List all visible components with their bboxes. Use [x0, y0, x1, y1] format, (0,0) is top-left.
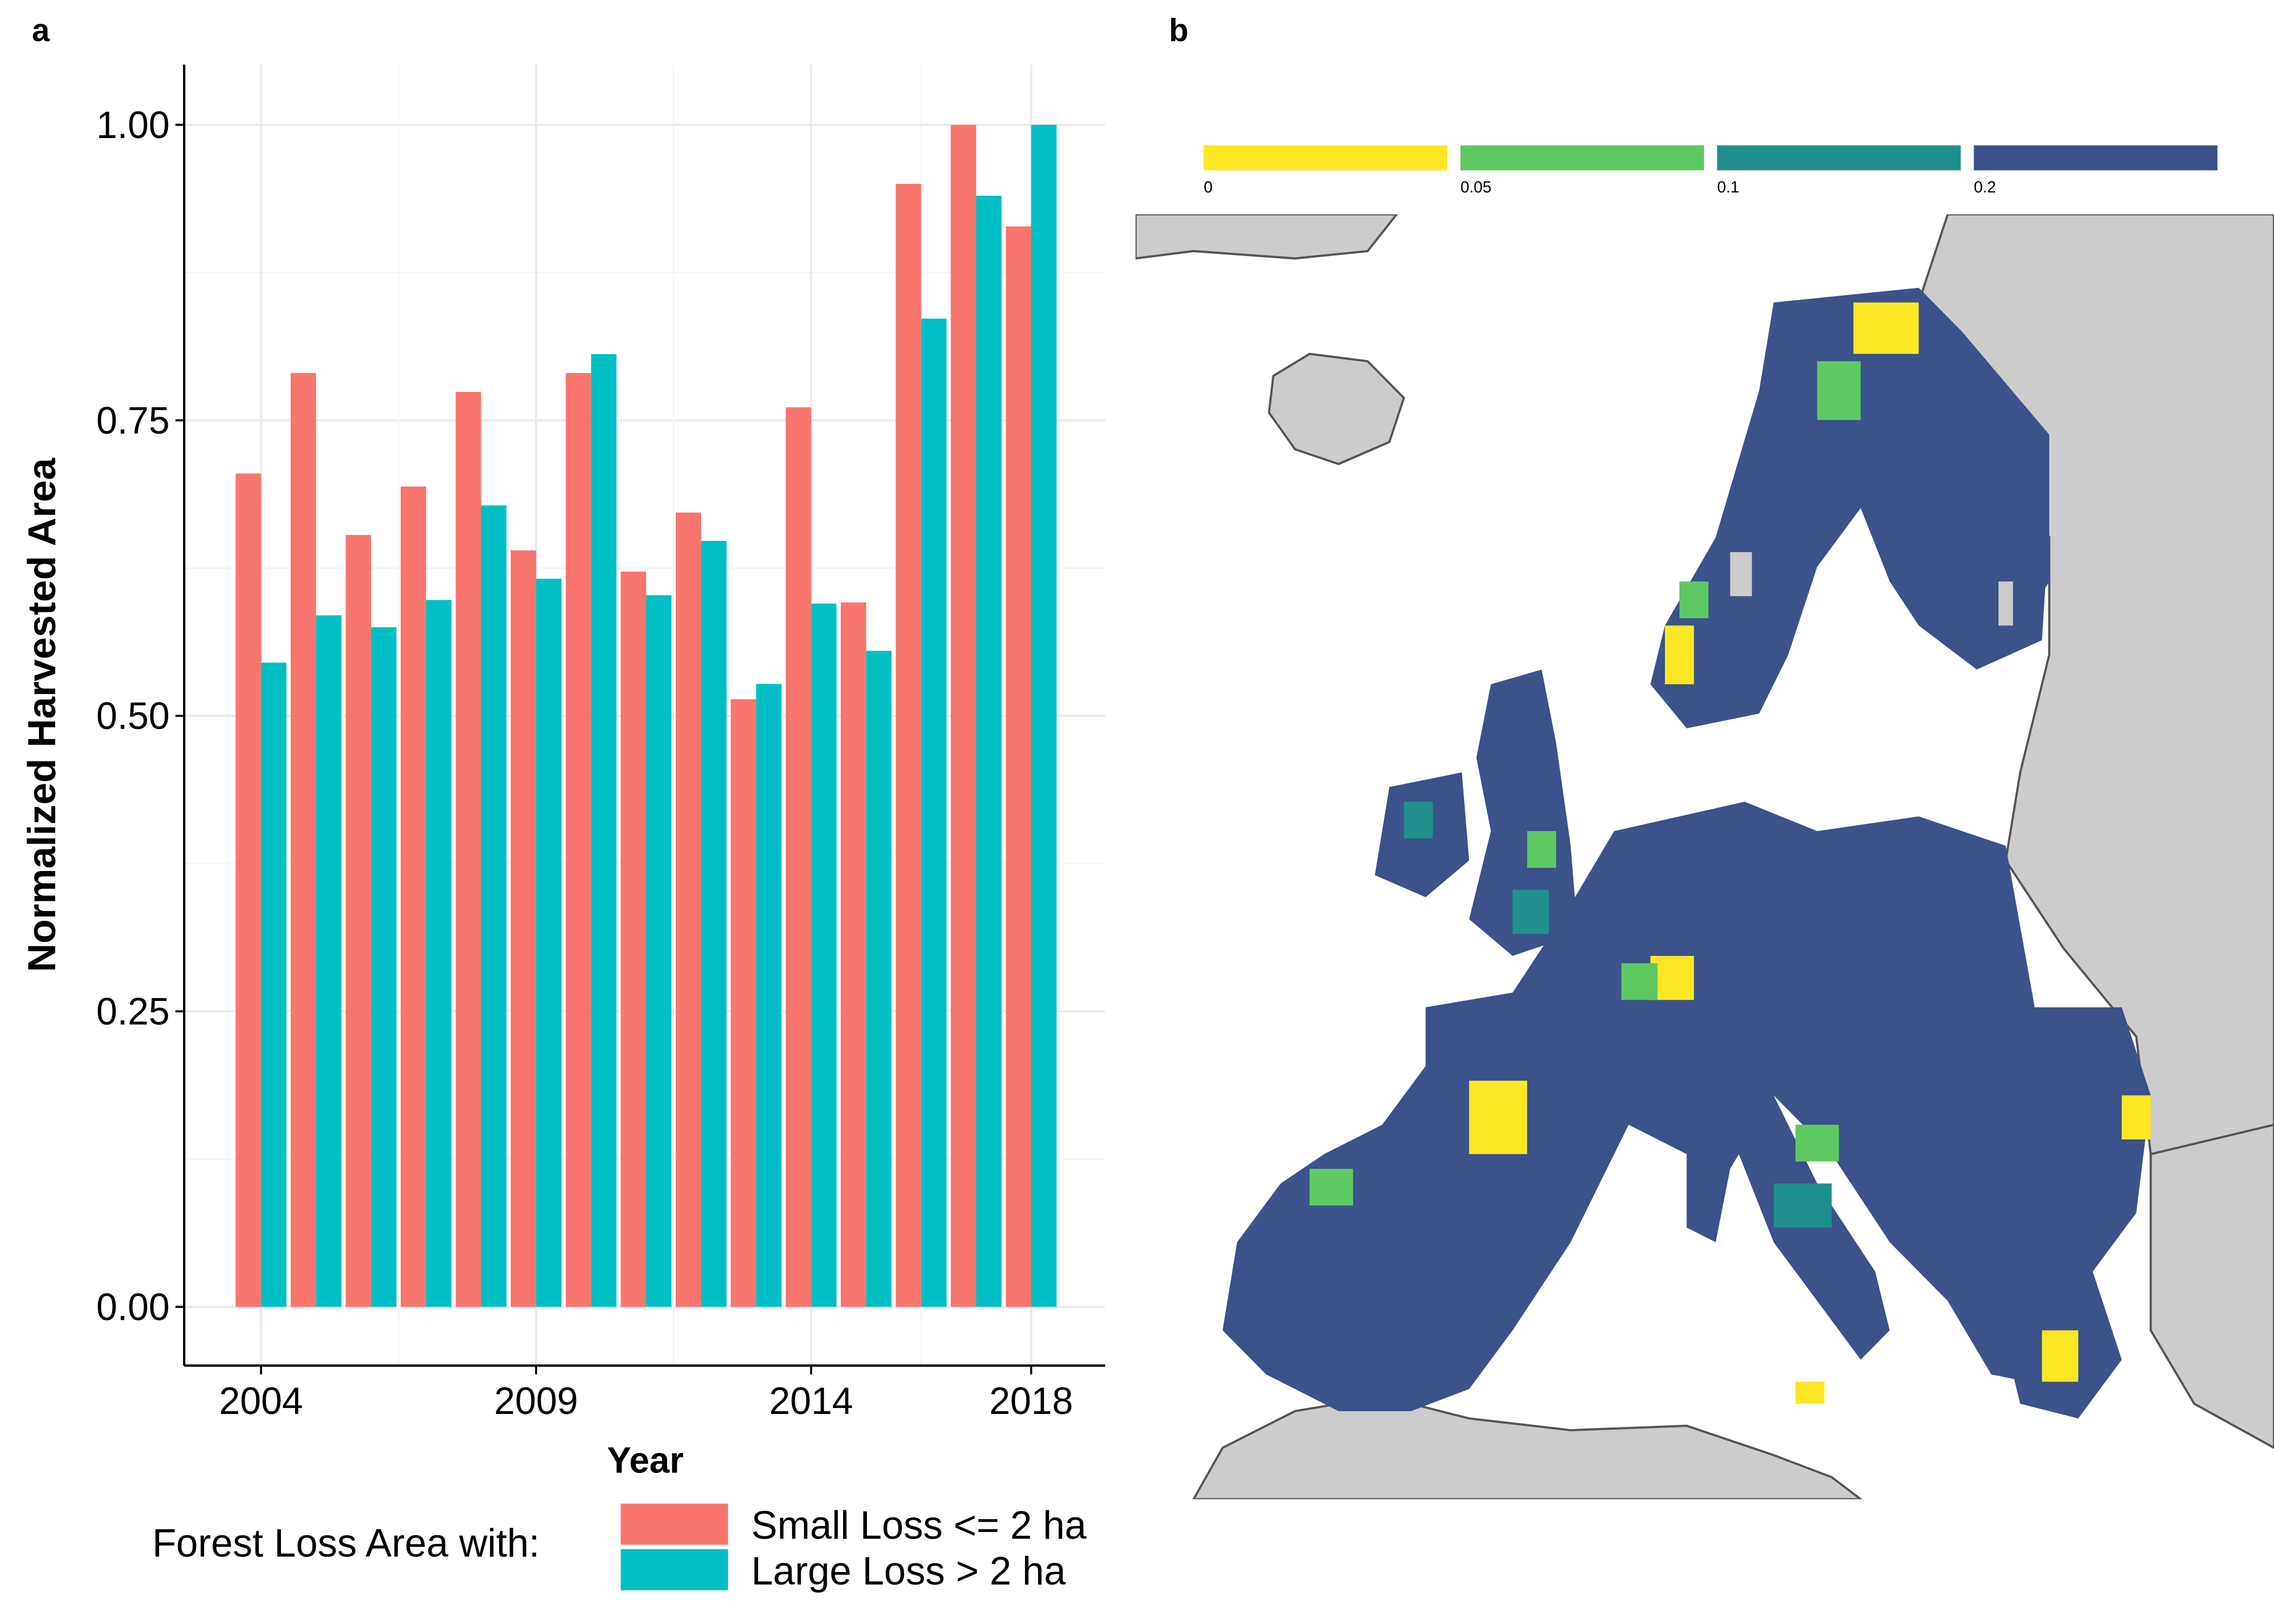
patch-yellow-nordic	[1853, 302, 1919, 354]
y-tick-label: 0.50	[96, 695, 170, 737]
colorbar-segment-3	[1974, 145, 2218, 171]
legend-key-small-loss	[620, 1503, 728, 1545]
y-tick-label: 0.00	[96, 1286, 170, 1328]
bar-small-loss-2004	[236, 473, 262, 1307]
y-tick-label: 1.00	[96, 104, 170, 146]
bar-small-loss-2008	[455, 392, 481, 1307]
patch-teal-uk	[1512, 889, 1549, 934]
bar-small-loss-2009	[511, 550, 537, 1307]
bar-small-loss-2018	[1005, 226, 1031, 1307]
bar-large-loss-2005	[316, 615, 342, 1307]
x-tick-label: 2009	[494, 1380, 578, 1422]
patch-yellow-balkan	[2121, 1095, 2151, 1140]
land-turkey	[2149, 1123, 2274, 1449]
land-uk	[1469, 669, 1578, 956]
bar-small-loss-2010	[565, 373, 591, 1307]
colorbar-label-0: 0	[1204, 179, 1213, 197]
y-axis-title: Normalized Harvested Area	[20, 458, 63, 972]
patch-green-spain	[1309, 1169, 1354, 1206]
bar-large-loss-2008	[481, 505, 507, 1307]
bar-small-loss-2013	[730, 699, 756, 1307]
panel-a-label: a	[31, 11, 50, 49]
patch-green-uk	[1527, 831, 1557, 868]
bar-large-loss-2011	[646, 595, 672, 1307]
patch-yellow-greece	[2042, 1330, 2079, 1382]
bar-small-loss-2006	[345, 535, 371, 1307]
bar-large-loss-2010	[591, 354, 617, 1307]
patch-green-germany	[1621, 963, 1658, 1000]
bar-small-loss-2007	[401, 486, 426, 1307]
patch-yellow-france	[1469, 1081, 1527, 1155]
land-africa	[1192, 1395, 1863, 1499]
bar-large-loss-2006	[371, 627, 397, 1307]
legend-key-large-loss	[620, 1549, 728, 1590]
patch-green-italy	[1795, 1124, 1839, 1162]
colorbar-label-1: 0.05	[1460, 179, 1492, 197]
bar-large-loss-2014	[811, 603, 837, 1307]
patch-teal-ireland	[1403, 802, 1433, 839]
patch-yellow-sicily	[1795, 1381, 1825, 1404]
land-svalbard-north	[1135, 214, 1399, 260]
panel-b-label: b	[1168, 11, 1188, 49]
colorbar-segment-1	[1460, 145, 1704, 171]
y-tick-label: 0.25	[96, 990, 170, 1032]
patch-grey-sweden	[1730, 552, 1752, 597]
bar-large-loss-2007	[426, 600, 452, 1307]
bar-small-loss-2011	[620, 571, 646, 1307]
colorbar-label-2: 0.1	[1717, 179, 1740, 197]
bar-large-loss-2017	[976, 195, 1002, 1307]
bar-small-loss-2015	[840, 602, 866, 1307]
patch-green-nordic	[1817, 361, 1861, 420]
land-iceland	[1267, 352, 1406, 466]
patch-teal-italy	[1773, 1183, 1832, 1228]
axis-layer: 0.00 0.25 0.50 0.75 1.00 2004 2009 2014 2018	[96, 64, 1106, 1422]
bar-small-loss-2014	[786, 407, 812, 1307]
colorbar-segment-0	[1204, 145, 1448, 171]
patch-yellow-norway	[1665, 625, 1694, 685]
y-tick-label: 0.75	[96, 399, 170, 441]
bar-large-loss-2004	[261, 663, 287, 1307]
bar-large-loss-2015	[866, 651, 892, 1307]
bar-layer	[236, 125, 1057, 1307]
bar-large-loss-2016	[921, 318, 947, 1307]
x-tick-label: 2004	[219, 1380, 303, 1422]
land-continent	[1223, 802, 2151, 1411]
patch-green-norway	[1679, 581, 1709, 618]
bar-large-loss-2018	[1031, 125, 1057, 1307]
bar-large-loss-2009	[536, 579, 562, 1307]
patch-grey-finland	[1998, 581, 2013, 626]
legend-label-small-loss: Small Loss <= 2 ha	[751, 1503, 1087, 1548]
bar-small-loss-2005	[290, 373, 316, 1307]
europe-map	[1135, 214, 2274, 1499]
bar-large-loss-2013	[756, 684, 782, 1307]
colorbar-label-3: 0.2	[1974, 179, 1996, 197]
bar-large-loss-2012	[701, 541, 727, 1307]
bar-small-loss-2016	[896, 184, 922, 1307]
legend-title: Forest Loss Area with:	[152, 1521, 540, 1566]
bar-small-loss-2012	[676, 512, 701, 1307]
bar-small-loss-2017	[951, 125, 976, 1307]
patch-yellow-germany	[1650, 955, 1694, 1000]
colorbar-segment-2	[1717, 145, 1961, 171]
legend-label-large-loss: Large Loss > 2 ha	[751, 1549, 1066, 1594]
x-axis-title: Year	[607, 1440, 683, 1481]
x-tick-label: 2014	[769, 1380, 853, 1422]
x-tick-label: 2018	[989, 1380, 1073, 1422]
bar-chart: 0.00 0.25 0.50 0.75 1.00 2004 2009 2014 2018 Yea…	[20, 64, 1106, 1481]
